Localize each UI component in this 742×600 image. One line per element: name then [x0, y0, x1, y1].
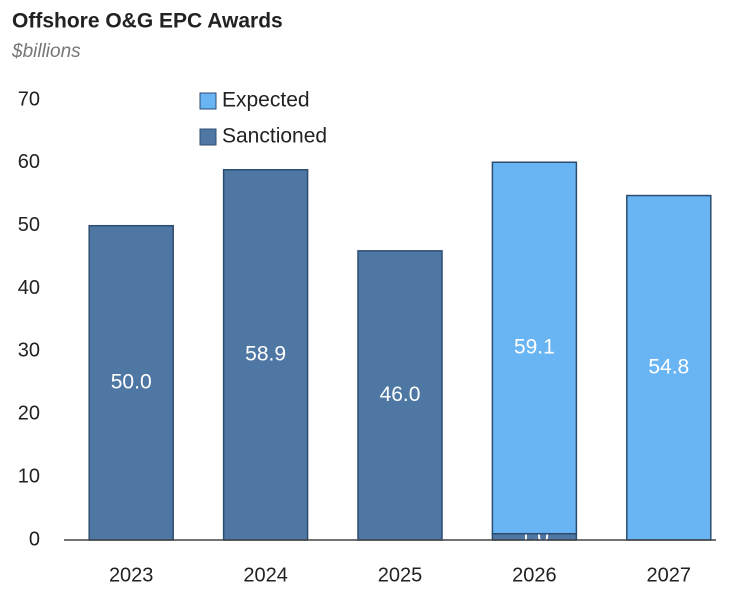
- bar-segment: [88, 224, 174, 541]
- bar-segment: [626, 194, 712, 541]
- x-tick-label: 2024: [243, 564, 288, 586]
- chart-title: Offshore O&G EPC Awards: [12, 10, 283, 33]
- data-label: 50.0: [111, 370, 152, 393]
- data-label: 46.0: [380, 383, 421, 406]
- bar-segment: [357, 250, 443, 541]
- y-tick-label: 10: [18, 465, 40, 487]
- x-tick-label: 2025: [378, 564, 423, 586]
- y-tick-label: 40: [18, 277, 40, 299]
- y-tick-label: 0: [29, 528, 40, 550]
- bar-segment: [222, 169, 309, 541]
- y-tick-label: 50: [18, 214, 40, 236]
- chart-subtitle: $billions: [11, 41, 81, 62]
- data-label: 54.8: [648, 355, 689, 378]
- data-label: 59.1: [514, 336, 555, 359]
- y-tick-label: 60: [18, 151, 40, 173]
- legend-swatch: [199, 92, 217, 110]
- x-tick-label: 2023: [109, 564, 154, 586]
- y-tick-label: 30: [18, 340, 40, 362]
- legend-label: Expected: [222, 89, 310, 112]
- y-tick-label: 20: [18, 403, 40, 425]
- x-tick-label: 2027: [647, 564, 692, 586]
- data-label: 58.9: [245, 342, 286, 365]
- legend-label: Sanctioned: [222, 125, 327, 148]
- y-tick-label: 70: [18, 88, 40, 110]
- bar-segment: [491, 161, 578, 535]
- x-tick-label: 2026: [512, 564, 557, 586]
- legend-swatch: [199, 128, 217, 146]
